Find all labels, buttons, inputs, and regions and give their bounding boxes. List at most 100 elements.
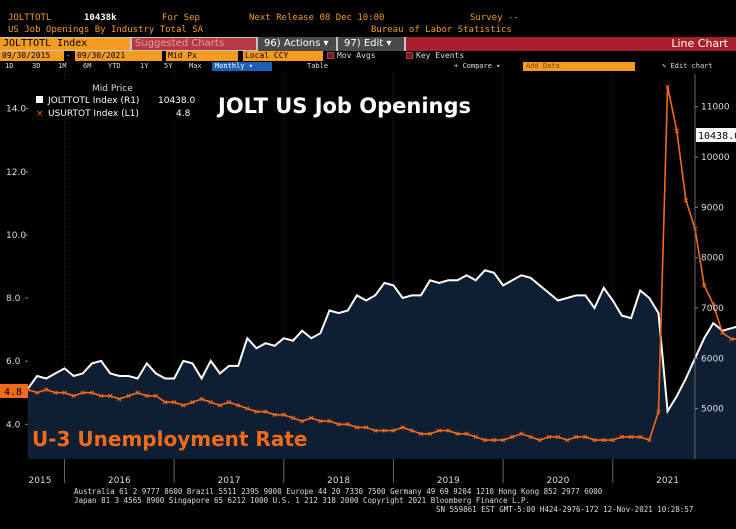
unemployment-point — [683, 198, 689, 203]
unemployment-point — [619, 434, 625, 440]
add-data-input[interactable]: Add Data — [523, 62, 635, 71]
right-tick-label: 8000 — [701, 254, 724, 264]
unemployment-point — [245, 406, 250, 411]
mov-avgs-label: Mov Avgs — [337, 51, 376, 60]
unemployment-point — [290, 415, 296, 421]
unemployment-point — [263, 409, 268, 414]
x-tick-label: 2021 — [656, 476, 679, 486]
unemployment-point — [418, 431, 424, 436]
unemployment-point — [236, 403, 241, 408]
right-last-value-text: 10438.0 — [698, 131, 736, 142]
x-tick-label: 2019 — [437, 476, 460, 486]
unemployment-point — [437, 428, 442, 433]
unemployment-point — [71, 393, 76, 399]
unemployment-point — [272, 412, 277, 417]
survey: Survey -- — [470, 13, 519, 23]
range-3d[interactable]: 3D — [32, 62, 41, 70]
actions-num: 96) — [264, 38, 281, 49]
unemployment-point — [62, 390, 67, 395]
compare-button[interactable]: + Compare ▾ — [454, 62, 500, 70]
start-date-input[interactable]: 09/30/2015 — [0, 51, 64, 61]
unemployment-point — [162, 400, 168, 405]
right-tick-label: 6000 — [701, 354, 724, 364]
source: Bureau of Labor Statistics — [371, 25, 512, 35]
footer-line-1: Australia 61 2 9777 8600 Brazil 5511 239… — [74, 487, 603, 496]
unemployment-point — [519, 431, 524, 436]
chevron-down-icon: ▾ — [248, 62, 253, 70]
unemployment-point — [208, 400, 213, 405]
unemployment-point — [98, 393, 104, 399]
unemployment-point — [327, 418, 332, 424]
unemployment-point — [592, 437, 597, 443]
unemployment-markers — [25, 84, 734, 443]
table-button[interactable]: Table — [307, 62, 329, 70]
left-tick-label: 4.0 — [6, 420, 21, 430]
x-tick-label: 2016 — [108, 476, 131, 486]
legend-series1-value: 10438.0 — [158, 96, 195, 106]
end-date-input[interactable]: 09/30/2021 — [75, 51, 162, 61]
unemployment-point — [665, 84, 670, 89]
edit-menu[interactable]: 97) Edit ▾ — [338, 37, 404, 51]
x-axis: 2015 2016 2017 2018 2019 2020 2021 — [29, 459, 679, 486]
unemployment-point — [117, 396, 122, 402]
unemployment-point — [153, 393, 159, 399]
unemployment-point — [190, 400, 195, 405]
range-1d[interactable]: 1D — [5, 62, 14, 70]
unemployment-point — [528, 434, 533, 440]
right-tick-label: 9000 — [701, 203, 724, 213]
price-field-select[interactable]: Mid Px — [166, 51, 238, 61]
unemployment-point — [583, 434, 588, 440]
range-max[interactable]: Max — [189, 62, 202, 70]
left-last-value-tag — [0, 384, 28, 398]
legend-box — [30, 80, 196, 122]
unemployment-point — [546, 434, 551, 440]
frequency-label: Monthly — [215, 62, 245, 70]
range-ytd[interactable]: YTD — [108, 62, 121, 70]
right-tick-label: 7000 — [701, 304, 724, 314]
suggested-charts-button[interactable]: Suggested Charts — [132, 38, 256, 50]
range-1y[interactable]: 1Y — [140, 62, 149, 70]
range-6m[interactable]: 6M — [83, 62, 92, 70]
next-release: Next Release 08 Dec 10:00 — [249, 13, 385, 23]
unemployment-point — [89, 390, 95, 395]
range-5y[interactable]: 5Y — [164, 62, 173, 70]
mov-avgs-checkbox[interactable] — [327, 52, 334, 59]
frequency-select[interactable]: Monthly ▾ — [212, 62, 272, 71]
right-tick-label: 10000 — [701, 153, 730, 163]
unemployment-point — [34, 390, 40, 395]
unemployment-point — [409, 428, 414, 433]
compare-label: Compare — [462, 62, 492, 70]
unemployment-point — [729, 336, 734, 342]
unemployment-point — [610, 437, 615, 443]
edit-chart-button[interactable]: ✎ Edit chart — [662, 62, 713, 70]
unemployment-point — [601, 437, 606, 443]
chevron-down-icon: ▾ — [386, 38, 392, 49]
range-1m[interactable]: 1M — [58, 62, 67, 70]
unemployment-point — [711, 302, 716, 307]
chevron-down-icon: ▾ — [496, 62, 501, 70]
u3-annotation: U-3 Unemployment Rate — [32, 427, 307, 451]
pencil-icon: ✎ — [662, 62, 667, 70]
legend-swatch-jolts — [36, 96, 43, 103]
unemployment-point — [354, 425, 360, 430]
edit-chart-label: Edit chart — [670, 62, 713, 70]
unemployment-point — [564, 437, 570, 443]
unemployment-point — [373, 428, 378, 433]
unemployment-point — [281, 412, 287, 417]
unemployment-point — [638, 434, 643, 440]
actions-label: Actions — [283, 38, 321, 49]
x-tick-label: 2018 — [327, 476, 350, 486]
unemployment-point — [309, 415, 314, 421]
security-field[interactable]: JOLTTOTL Index — [0, 38, 130, 50]
unemployment-point — [126, 393, 131, 399]
unemployment-point — [391, 428, 396, 433]
unemployment-point — [217, 403, 223, 408]
legend-header: Mid Price — [92, 84, 133, 94]
currency-select[interactable]: Local CCY — [243, 51, 323, 61]
range-controls: 1D 3D 1M 6M YTD 1Y 5Y Max Monthly ▾ Tabl… — [0, 62, 736, 72]
actions-menu[interactable]: 96) Actions ▾ — [258, 37, 336, 51]
key-events-checkbox[interactable] — [406, 52, 413, 59]
description: US Job Openings By Industry Total SA — [8, 25, 204, 35]
unemployment-point — [628, 434, 634, 440]
